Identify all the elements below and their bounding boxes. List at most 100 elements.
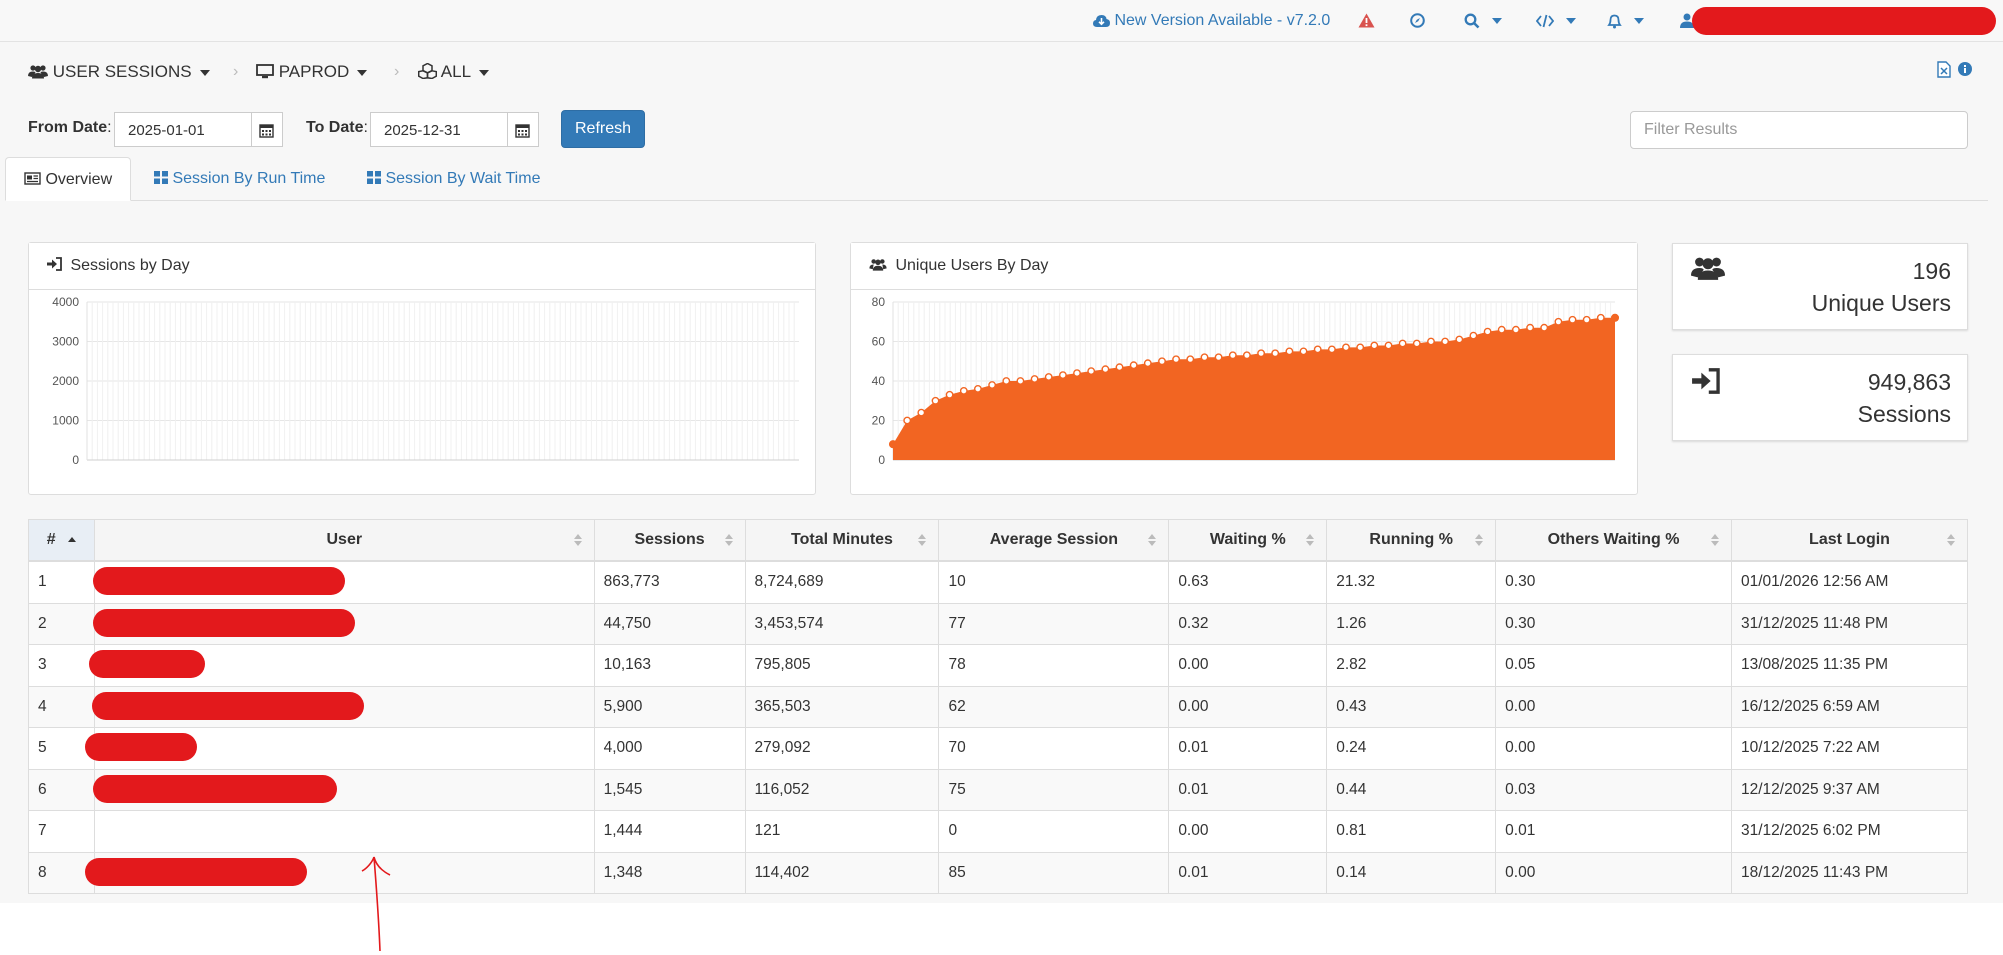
table-cell: 0.00 (1495, 685, 1732, 728)
table-cell: 10 (938, 560, 1170, 604)
refresh-button[interactable]: Refresh (561, 110, 645, 148)
search-menu[interactable] (1464, 0, 1503, 41)
sort-icon (918, 534, 927, 546)
unique-users-stat: 196 Unique Users (1672, 243, 1968, 330)
table-cell: 0.63 (1168, 560, 1328, 604)
notifications-menu[interactable] (1607, 0, 1645, 41)
search-icon (1464, 12, 1484, 29)
column-header-running-percent[interactable]: Running % (1326, 519, 1497, 562)
column-header-others-waiting-percent[interactable]: Others Waiting % (1495, 519, 1732, 562)
sort-icon (1711, 534, 1719, 546)
user-icon (1680, 12, 1694, 29)
data-point (1228, 351, 1237, 360)
alerts-button[interactable] (1358, 0, 1375, 41)
table-row[interactable]: 2 44,750 3,453,574 77 0.32 1.26 0.30 31/12/2025… (28, 602, 1968, 645)
user-cell (91, 685, 595, 728)
to-date-input[interactable]: 2025-12-31 (370, 112, 508, 147)
user-cell (93, 810, 595, 853)
column-header-total-minutes[interactable]: Total Minutes (744, 519, 940, 562)
table-cell: 12/12/2025 9:37 AM (1731, 768, 1968, 811)
column-header-number[interactable]: # (28, 519, 95, 562)
tab-label: Overview (45, 171, 113, 188)
data-point (945, 390, 954, 399)
to-date-picker-button[interactable] (508, 112, 539, 147)
table-cell: 0.24 (1326, 727, 1497, 770)
table-row[interactable]: 7 1,444 121 0 0.00 0.81 0.01 31/12/2025 6:02 PM (28, 810, 1968, 853)
y-tick-label: 40 (872, 374, 886, 388)
table-row[interactable]: 5 4,000 279,092 70 0.01 0.24 0.00 10/12/2025 7:… (28, 727, 1968, 770)
from-date-input[interactable]: 2025-01-01 (114, 112, 252, 147)
y-tick-label: 1000 (52, 414, 79, 428)
sessions-stat: 949,863 Sessions (1672, 354, 1968, 441)
data-point (1101, 365, 1110, 374)
data-point (1242, 351, 1251, 360)
excel-export-icon[interactable] (1937, 61, 1951, 83)
newspaper-icon (24, 171, 41, 188)
code-menu[interactable] (1535, 0, 1577, 41)
compass-icon (1410, 12, 1425, 29)
table-cell: 0.14 (1326, 851, 1497, 894)
column-header-last-login[interactable]: Last Login (1731, 519, 1968, 562)
chevron-down-icon (1492, 17, 1503, 24)
table-row[interactable]: 8 1,348 114,402 85 0.01 0.14 0.00 18/12/2025 11… (28, 851, 1968, 894)
annotation-arrow (361, 856, 391, 952)
data-point (1596, 313, 1605, 322)
table-cell: 77 (938, 602, 1170, 645)
from-date-picker-button[interactable] (252, 112, 283, 147)
column-header-average-session[interactable]: Average Session (938, 519, 1170, 562)
data-point (1370, 341, 1379, 350)
table-header-row: # User Sessions Total Minutes Average Se… (28, 519, 1968, 562)
sign-in-icon (47, 257, 62, 274)
breadcrumb-user-sessions[interactable]: USER SESSIONS (28, 58, 210, 86)
breadcrumb-server[interactable]: PAPROD (256, 58, 368, 86)
filter-results-input[interactable]: Filter Results (1630, 111, 1968, 149)
data-point (1384, 341, 1393, 350)
user-sessions-table: # User Sessions Total Minutes Average Se… (28, 519, 1968, 894)
bell-icon (1607, 12, 1626, 29)
data-point (1427, 337, 1435, 346)
table-row[interactable]: 4 5,900 365,503 62 0.00 0.43 0.00 16/12/2025 6:… (28, 685, 1968, 728)
table-cell: 2.82 (1326, 644, 1497, 687)
tab-overview[interactable]: Overview (5, 157, 131, 201)
new-version-link[interactable]: New Version Available - v7.2.0 (1093, 0, 1330, 41)
breadcrumb-separator: › (394, 63, 400, 80)
calendar-icon (515, 124, 530, 138)
data-point (1356, 343, 1365, 352)
explore-button[interactable] (1410, 0, 1425, 41)
table-cell: 31/12/2025 6:02 PM (1731, 810, 1968, 853)
user-cell (92, 768, 595, 811)
table-cell: 13/08/2025 11:35 PM (1731, 644, 1968, 687)
data-point (1497, 325, 1506, 334)
tab-session-by-run-time[interactable]: Session By Run Time (154, 157, 325, 201)
column-header-user[interactable]: User (93, 519, 595, 562)
table-cell: 5,900 (593, 685, 746, 728)
table-row[interactable]: 3 10,163 795,805 78 0.00 2.82 0.05 13/08/2025 1… (28, 644, 1968, 687)
table-cell: 365,503 (744, 685, 940, 728)
table-cell: 0.01 (1168, 727, 1328, 770)
users-icon (869, 257, 887, 274)
table-cell: 1.26 (1326, 602, 1497, 645)
to-date-label: To Date: (306, 119, 368, 136)
data-point (889, 440, 897, 449)
table-cell: 0.03 (1495, 768, 1732, 811)
data-point (1257, 349, 1265, 358)
data-point (1200, 353, 1209, 362)
table-cell: 10,163 (593, 644, 746, 687)
y-tick-label: 20 (872, 414, 886, 428)
column-header-waiting-percent[interactable]: Waiting % (1168, 519, 1328, 562)
breadcrumb-scope[interactable]: ALL (417, 58, 490, 86)
panel-title: Unique Users By Day (895, 257, 1049, 274)
sign-in-icon (1691, 368, 1721, 399)
tab-session-by-wait-time[interactable]: Session By Wait Time (367, 157, 540, 201)
sessions-label: Sessions (1857, 401, 1951, 427)
table-row[interactable]: 1 863,773 8,724,689 10 0.63 21.32 0.30 01/01/20… (28, 560, 1968, 604)
table-row[interactable]: 6 1,545 116,052 75 0.01 0.44 0.03 12/12/2025 9:… (28, 768, 1968, 811)
column-header-sessions[interactable]: Sessions (593, 519, 746, 562)
user-cell (92, 560, 595, 604)
users-icon (28, 62, 53, 81)
cloud-download-icon (1093, 12, 1114, 29)
user-menu[interactable] (1680, 0, 1694, 41)
info-icon[interactable] (1958, 62, 1972, 81)
chevron-down-icon (1634, 17, 1645, 24)
user-cell (88, 644, 595, 687)
